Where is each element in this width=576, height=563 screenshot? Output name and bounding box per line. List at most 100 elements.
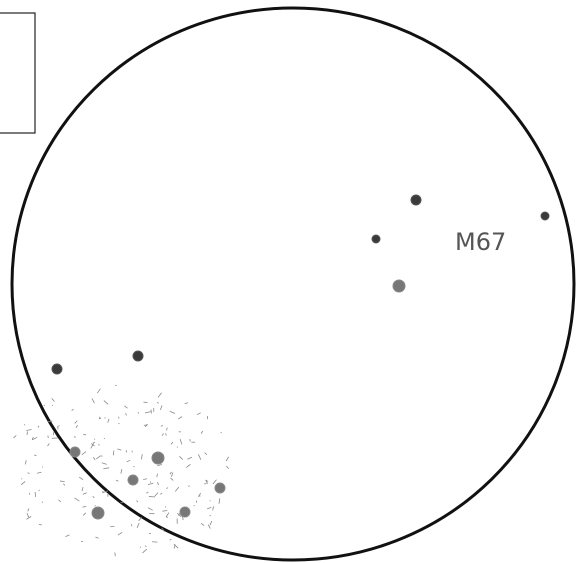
speck bbox=[185, 403, 188, 404]
speck bbox=[194, 505, 195, 506]
speck bbox=[188, 486, 189, 487]
speck bbox=[102, 463, 107, 465]
speck bbox=[171, 442, 173, 444]
speck bbox=[93, 496, 95, 498]
speck bbox=[149, 496, 155, 497]
speck bbox=[197, 413, 201, 415]
speck bbox=[180, 439, 182, 444]
speck bbox=[95, 505, 96, 506]
speck bbox=[48, 436, 49, 438]
speck bbox=[207, 507, 211, 508]
speck bbox=[93, 457, 95, 460]
speck bbox=[65, 535, 69, 537]
speck bbox=[170, 472, 172, 474]
speck bbox=[157, 474, 158, 477]
speck bbox=[198, 454, 201, 459]
speck bbox=[27, 513, 29, 517]
speck bbox=[137, 523, 139, 528]
speck bbox=[108, 419, 109, 423]
speck bbox=[37, 472, 41, 473]
speck bbox=[92, 398, 95, 403]
speck bbox=[178, 417, 182, 419]
star bbox=[133, 351, 143, 361]
speck bbox=[177, 447, 178, 448]
speck bbox=[97, 389, 100, 394]
speck bbox=[157, 482, 158, 485]
speck bbox=[104, 401, 108, 405]
speck bbox=[58, 425, 59, 426]
speck bbox=[139, 517, 142, 521]
speck bbox=[95, 537, 98, 538]
speck bbox=[154, 493, 158, 497]
speck bbox=[170, 411, 175, 413]
speck bbox=[103, 468, 109, 469]
speck bbox=[21, 481, 25, 484]
speck bbox=[99, 444, 100, 446]
star bbox=[393, 280, 405, 292]
speck bbox=[83, 434, 86, 435]
speck bbox=[76, 425, 78, 428]
speck bbox=[127, 460, 131, 461]
speck bbox=[162, 510, 167, 511]
speck bbox=[34, 455, 36, 456]
speck bbox=[83, 513, 86, 516]
speck bbox=[115, 552, 116, 556]
speck bbox=[137, 500, 138, 502]
speck bbox=[82, 452, 86, 455]
page: M67 (() => { const data = JSON.parse(doc… bbox=[0, 0, 576, 563]
speck bbox=[160, 493, 162, 494]
speck bbox=[145, 412, 151, 413]
speck bbox=[13, 435, 16, 438]
speck bbox=[166, 433, 167, 435]
speck bbox=[82, 487, 83, 491]
speck bbox=[143, 402, 147, 403]
star bbox=[541, 212, 549, 220]
speck bbox=[162, 434, 164, 436]
speck bbox=[124, 406, 127, 408]
speck bbox=[148, 508, 153, 511]
star bbox=[411, 195, 421, 205]
speck bbox=[170, 539, 172, 540]
star bbox=[215, 483, 225, 493]
speck bbox=[143, 549, 147, 553]
speck bbox=[79, 477, 83, 480]
speck bbox=[74, 498, 79, 501]
speck bbox=[175, 487, 179, 491]
speck bbox=[26, 430, 31, 431]
speck bbox=[187, 457, 192, 459]
star bbox=[180, 507, 190, 517]
speck bbox=[58, 500, 60, 502]
speck bbox=[113, 451, 114, 456]
star bbox=[128, 475, 138, 485]
speck bbox=[116, 480, 118, 481]
speck bbox=[145, 546, 146, 547]
speck bbox=[126, 413, 127, 415]
star bbox=[52, 364, 62, 374]
speck bbox=[58, 426, 59, 429]
speck bbox=[83, 507, 87, 508]
speck bbox=[118, 532, 122, 535]
speck bbox=[96, 456, 100, 459]
speck bbox=[25, 460, 26, 464]
speck bbox=[171, 478, 174, 481]
speck bbox=[226, 466, 228, 469]
speck bbox=[38, 426, 39, 428]
speck bbox=[117, 449, 121, 450]
speck bbox=[63, 484, 64, 486]
speck bbox=[221, 432, 222, 433]
speck bbox=[179, 456, 182, 459]
speck bbox=[93, 442, 95, 443]
speck bbox=[48, 443, 50, 446]
speck bbox=[213, 506, 214, 510]
speck bbox=[149, 533, 151, 534]
star bbox=[70, 447, 80, 457]
speck bbox=[226, 457, 229, 461]
speck bbox=[146, 492, 148, 493]
speck bbox=[91, 444, 94, 446]
cluster-haze bbox=[13, 385, 228, 556]
speck bbox=[27, 431, 28, 434]
speck bbox=[74, 437, 76, 438]
speck bbox=[213, 480, 217, 484]
speck bbox=[205, 453, 207, 455]
speck bbox=[140, 547, 141, 548]
